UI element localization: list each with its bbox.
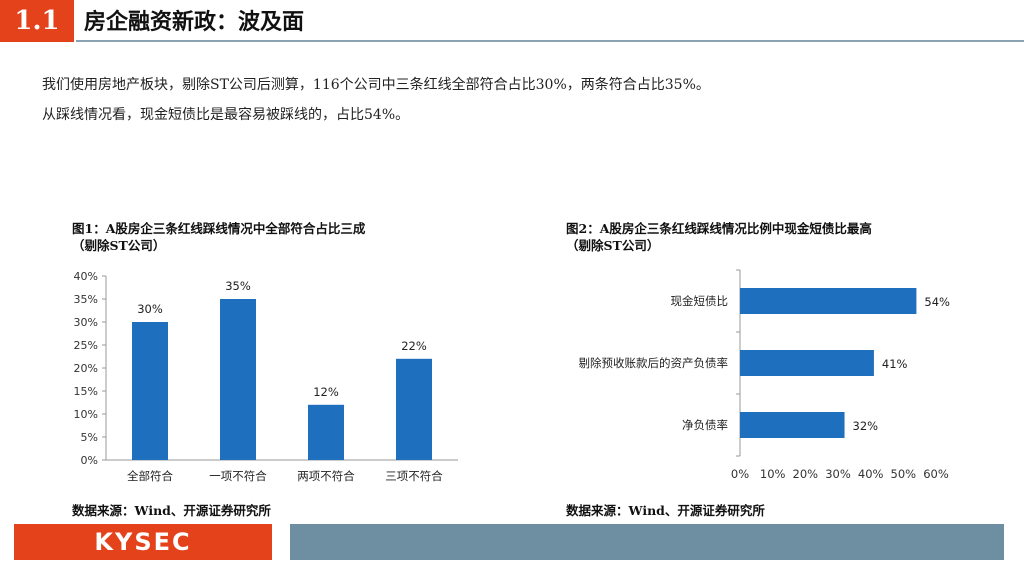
x-tick-label: 20%: [793, 467, 819, 481]
y-tick-label: 25%: [74, 339, 98, 352]
data-label: 35%: [225, 279, 251, 293]
x-tick-label: 0%: [731, 467, 749, 481]
footer-logo: KYSEC: [14, 524, 272, 560]
y-tick-label: 40%: [74, 270, 98, 283]
x-category-label: 两项不符合: [297, 469, 355, 483]
data-label: 12%: [313, 385, 339, 399]
figure1-caption-line2: （剔除ST公司）: [72, 238, 166, 253]
footer-bar: [290, 524, 1004, 560]
x-tick-label: 50%: [891, 467, 917, 481]
x-tick-label: 10%: [760, 467, 786, 481]
bar: [308, 404, 344, 460]
y-tick-label: 15%: [74, 385, 98, 398]
x-category-label: 全部符合: [127, 469, 173, 483]
page-title: 房企融资新政：波及面: [84, 9, 305, 35]
bar: [740, 350, 874, 376]
y-tick-label: 20%: [74, 362, 98, 375]
y-tick-label: 5%: [81, 431, 98, 444]
data-label: 22%: [401, 339, 427, 353]
data-label: 41%: [882, 357, 908, 371]
y-tick-label: 10%: [74, 408, 98, 421]
y-tick-label: 35%: [74, 293, 98, 306]
figure1-bar-chart: 0% 5% 10% 15% 20% 25% 30% 35% 40% 30% 全部符合 35% 一项不符合…: [74, 270, 458, 483]
data-label: 30%: [137, 302, 163, 316]
bar: [220, 299, 256, 460]
body-paragraph-2: 从踩线情况看，现金短债比是最容易被踩线的，占比54%。: [42, 107, 410, 123]
y-category-label: 现金短债比: [671, 294, 729, 308]
x-tick-label: 40%: [858, 467, 884, 481]
y-category-label: 净负债率: [682, 418, 728, 432]
x-tick-label: 30%: [825, 467, 851, 481]
x-tick-label: 60%: [923, 467, 949, 481]
body-text: 我们使用房地产板块，剔除ST公司后测算，116个公司中三条红线全部符合占比30%…: [42, 70, 1002, 130]
y-category-label: 剔除预收账款后的资产负债率: [579, 356, 729, 370]
x-category-label: 一项不符合: [209, 469, 267, 483]
figure2-caption: 图2：A股房企三条红线踩线情况比例中现金短债比最高 （剔除ST公司）: [566, 220, 872, 254]
section-number-badge: 1.1: [0, 0, 74, 42]
y-tick-label: 0%: [81, 454, 98, 467]
section-number: 1.1: [14, 6, 60, 36]
figure2-bar-chart: 0% 10% 20% 30% 40% 50% 60% 54% 现金短债比 41% 剔除预收账款后的资…: [579, 269, 950, 481]
bar: [740, 288, 917, 314]
bar: [132, 322, 168, 460]
figure2-caption-line1: 图2：A股房企三条红线踩线情况比例中现金短债比最高: [566, 221, 872, 236]
y-tick-label: 30%: [74, 316, 98, 329]
bar: [740, 412, 845, 438]
figure1-caption-line1: 图1：A股房企三条红线踩线情况中全部符合占比三成: [72, 221, 366, 236]
body-paragraph-1: 我们使用房地产板块，剔除ST公司后测算，116个公司中三条红线全部符合占比30%…: [42, 77, 710, 93]
data-label: 54%: [924, 295, 950, 309]
bar: [396, 358, 432, 460]
figure1-source: 数据来源：Wind、开源证券研究所: [72, 503, 271, 518]
figure2-source: 数据来源：Wind、开源证券研究所: [566, 503, 765, 518]
figure2-caption-line2: （剔除ST公司）: [566, 238, 660, 253]
footer-logo-text: KYSEC: [94, 528, 192, 556]
title-divider: [76, 40, 1024, 42]
figure1-caption: 图1：A股房企三条红线踩线情况中全部符合占比三成 （剔除ST公司）: [72, 220, 365, 254]
data-label: 32%: [853, 419, 879, 433]
x-category-label: 三项不符合: [385, 469, 443, 483]
